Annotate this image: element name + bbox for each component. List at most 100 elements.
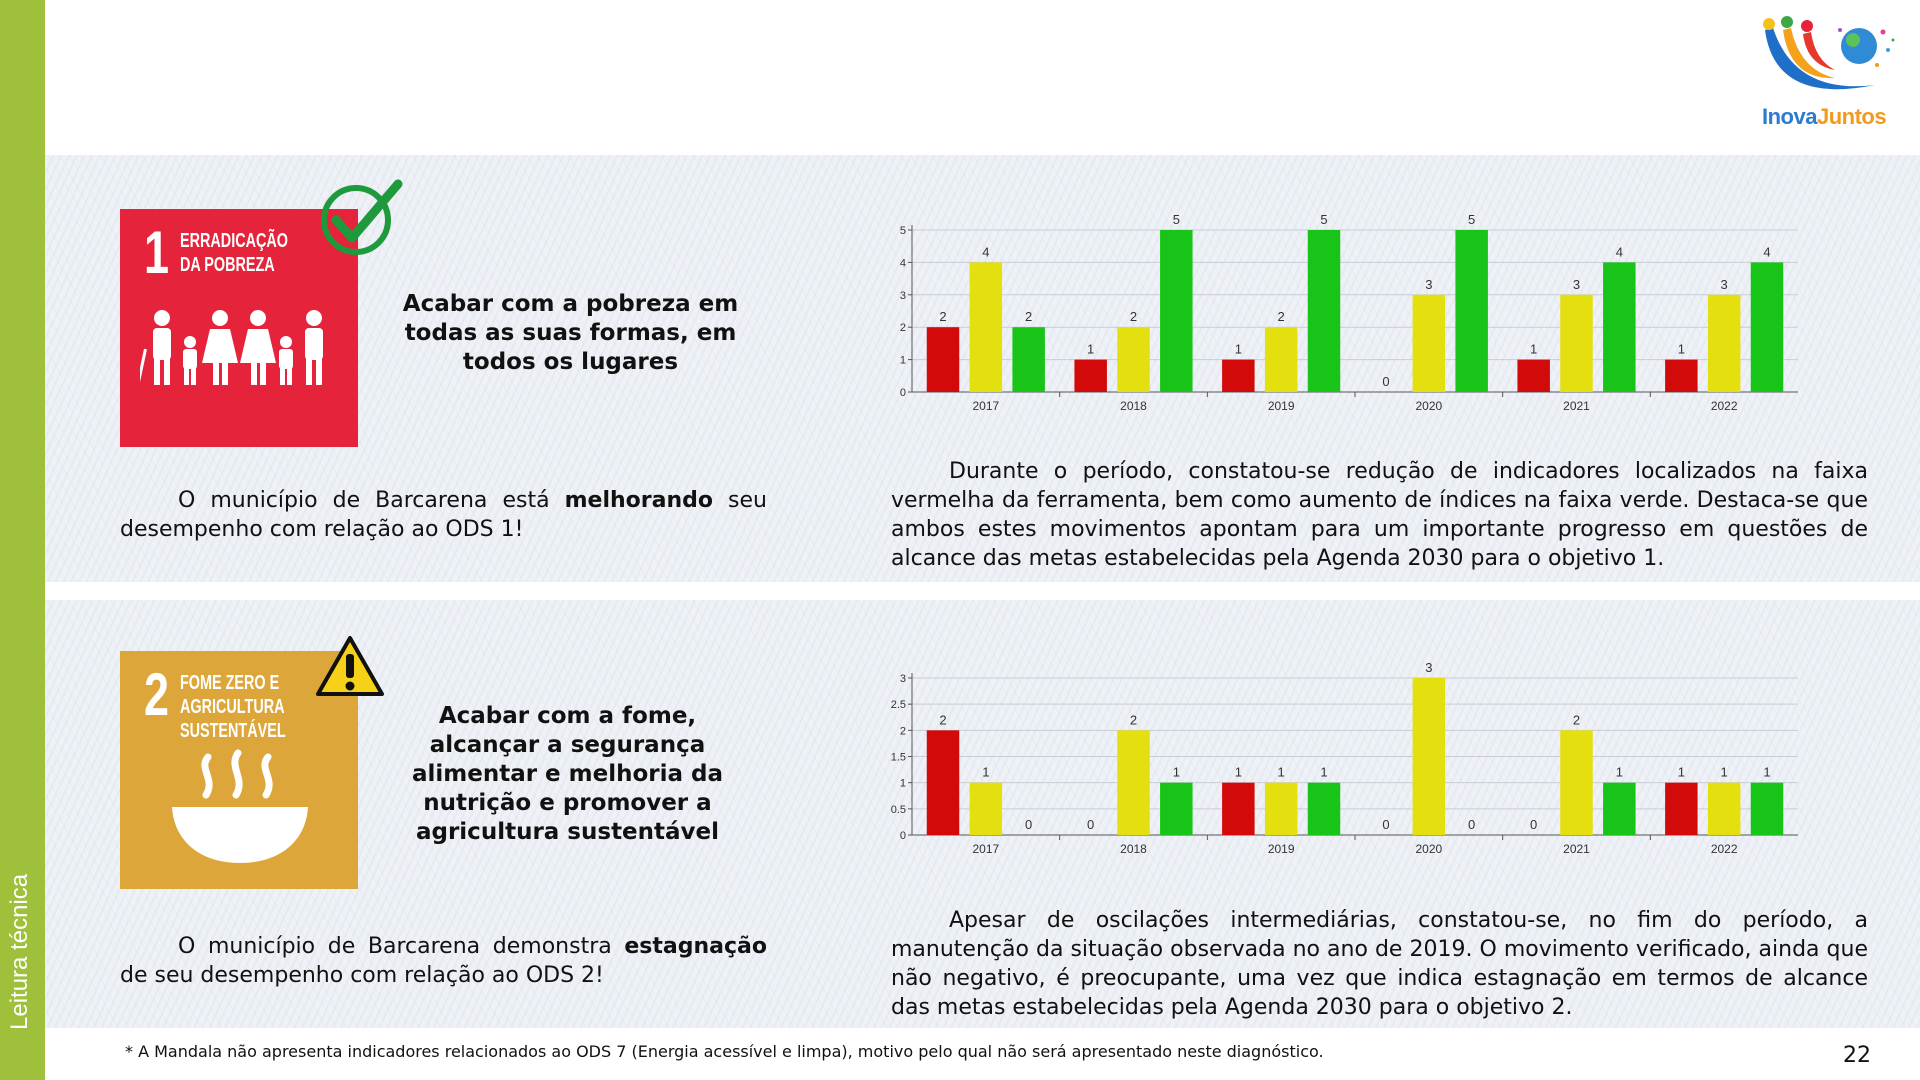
bar	[1412, 294, 1446, 392]
bar	[1750, 262, 1784, 392]
bar	[1665, 782, 1698, 835]
data-label: 2	[1573, 712, 1580, 727]
inovajuntos-logo-icon	[1763, 16, 1895, 90]
bar	[1264, 327, 1298, 392]
y-tick-label: 1.5	[891, 752, 906, 764]
goal-2-text: Acabar com a fome, alcançar a segurança …	[411, 703, 724, 845]
y-tick-label: 3	[900, 673, 906, 685]
data-label: 1	[1235, 765, 1242, 780]
bar	[1603, 262, 1636, 392]
bar	[1603, 782, 1636, 835]
logo-word-inova: Inova	[1762, 104, 1817, 129]
x-tick-label: 2017	[972, 399, 999, 413]
summary-text: seu desempenho com relação ao ODS 1!	[120, 488, 767, 542]
y-tick-label: 0	[900, 830, 906, 842]
bar	[1222, 782, 1255, 835]
x-tick-label: 2019	[1268, 399, 1295, 413]
sidebar: Leitura técnica	[0, 0, 45, 1080]
data-label: 1	[982, 765, 989, 780]
sdg-2-title-line: SUSTENTÁVEL	[180, 720, 286, 742]
data-label: 5	[1468, 212, 1475, 227]
data-label: 0	[1382, 817, 1389, 832]
bar	[1707, 782, 1741, 835]
x-tick-label: 2017	[972, 842, 999, 856]
bowl-icon	[172, 749, 308, 863]
summary-text: O município de Barcarena demonstra	[178, 934, 625, 959]
bar	[926, 327, 960, 392]
bar	[1307, 230, 1341, 392]
y-tick-label: 2	[900, 322, 906, 334]
footnote: * A Mandala não apresenta indicadores re…	[125, 1042, 1324, 1061]
page-number: 22	[1843, 1043, 1871, 1068]
summary-text: O município de Barcarena está	[178, 488, 565, 513]
sdg-1-number: 1	[144, 219, 170, 286]
sdg-1-title-line: ERRADICAÇÃO	[180, 230, 288, 252]
data-label: 0	[1468, 817, 1475, 832]
data-label: 2	[939, 712, 946, 727]
data-label: 1	[1173, 765, 1180, 780]
data-label: 0	[1382, 374, 1389, 389]
x-tick-label: 2020	[1415, 842, 1442, 856]
summary-emphasis: melhorando	[564, 488, 713, 513]
bar	[1517, 359, 1550, 392]
bar	[1160, 782, 1193, 835]
x-tick-label: 2018	[1120, 399, 1147, 413]
data-label: 1	[1763, 765, 1770, 780]
data-label: 1	[1678, 342, 1685, 357]
summary-text: de seu desempenho com relação ao ODS 2!	[120, 963, 604, 988]
data-label: 0	[1087, 817, 1094, 832]
bar	[1707, 294, 1741, 392]
sdg-1-title-line: DA POBREZA	[180, 254, 275, 276]
data-label: 0	[1530, 817, 1537, 832]
data-label: 3	[1425, 277, 1432, 292]
data-label: 3	[1721, 277, 1728, 292]
data-label: 3	[1573, 277, 1580, 292]
data-label: 1	[1087, 342, 1094, 357]
data-label: 2	[939, 309, 946, 324]
bar	[1560, 730, 1593, 835]
x-tick-label: 2022	[1711, 842, 1738, 856]
ods1-bar-chart: 0 1 2 3 4 5 2 4 2 2017 1 2 5 2018 1 2 5 2019 0 3 5 2020 1 3 4 202…	[900, 212, 1798, 413]
x-tick-label: 2021	[1563, 399, 1590, 413]
bar	[1750, 782, 1784, 835]
data-label: 2	[1278, 309, 1285, 324]
data-label: 2	[1025, 309, 1032, 324]
logo-word-juntos: Juntos	[1816, 104, 1887, 129]
y-tick-label: 4	[900, 257, 906, 269]
data-label: 2	[1130, 309, 1137, 324]
sdg-1-tile: 1 ERRADICAÇÃO DA POBREZA	[120, 209, 358, 447]
data-label: 3	[1425, 660, 1432, 675]
data-label: 1	[1616, 765, 1623, 780]
sdg-2-title-line: FOME ZERO E	[180, 672, 280, 694]
data-label: 0	[1025, 817, 1032, 832]
y-tick-label: 3	[900, 290, 906, 302]
x-tick-label: 2022	[1711, 399, 1738, 413]
y-tick-label: 1	[900, 355, 906, 367]
data-label: 1	[1320, 765, 1327, 780]
bar	[969, 782, 1003, 835]
family-icon	[140, 310, 323, 385]
y-tick-label: 5	[900, 225, 906, 237]
data-label: 4	[982, 244, 989, 259]
bar	[1412, 678, 1446, 835]
checkmark-icon	[321, 179, 403, 255]
x-tick-label: 2018	[1120, 842, 1147, 856]
sidebar-label: Leitura técnica	[6, 873, 33, 1030]
bar	[1264, 782, 1298, 835]
bar	[1117, 730, 1150, 835]
data-label: 1	[1278, 765, 1285, 780]
x-tick-label: 2021	[1563, 842, 1590, 856]
y-tick-label: 1	[900, 778, 906, 790]
bar	[1307, 782, 1341, 835]
section-1-summary: O município de Barcarena está melhorando…	[120, 486, 767, 544]
bar	[1665, 359, 1698, 392]
data-label: 1	[1678, 765, 1685, 780]
sdg-2-number: 2	[144, 661, 170, 728]
data-label: 1	[1530, 342, 1537, 357]
x-tick-label: 2019	[1268, 842, 1295, 856]
data-label: 4	[1763, 244, 1770, 259]
summary-emphasis: estagnação	[624, 934, 767, 959]
sdg-2-title-line: AGRICULTURA	[180, 696, 285, 718]
data-label: 5	[1173, 212, 1180, 227]
bar	[1074, 359, 1107, 392]
